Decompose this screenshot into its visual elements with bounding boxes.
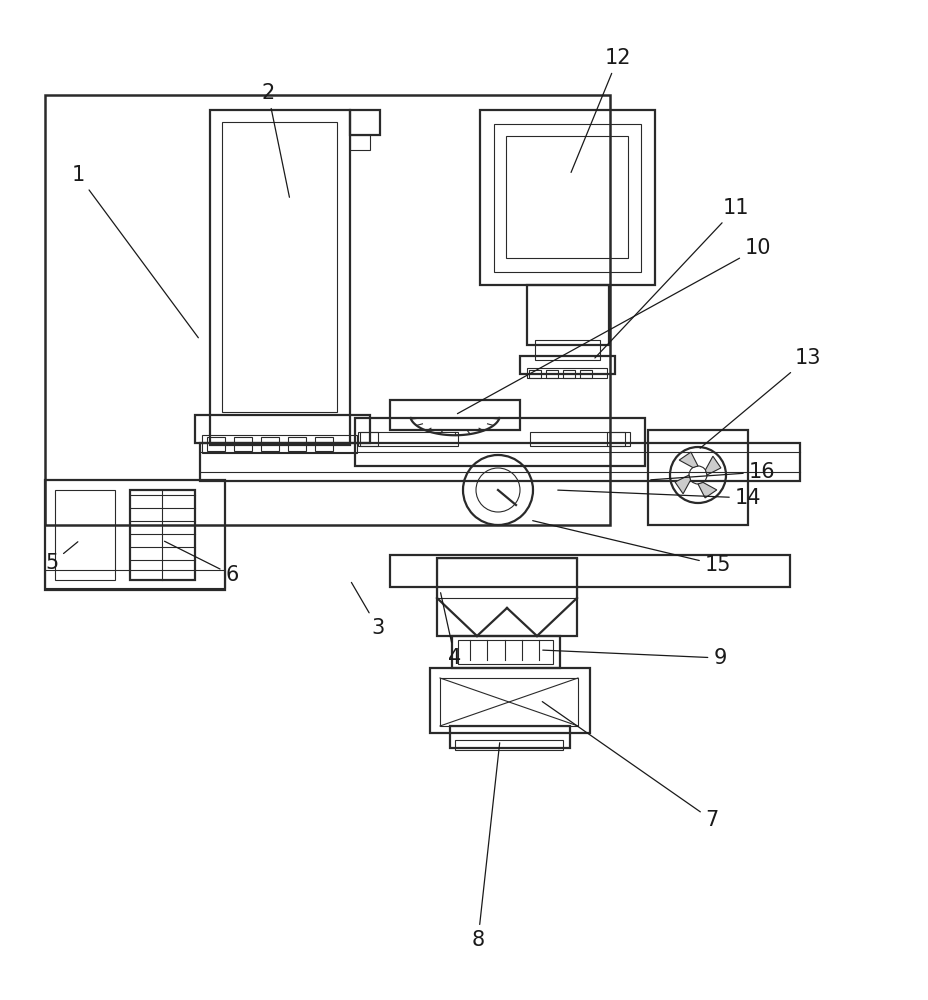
Bar xyxy=(535,340,599,360)
Bar xyxy=(455,740,562,750)
Bar xyxy=(357,432,458,446)
Bar xyxy=(130,490,195,580)
Text: 4: 4 xyxy=(440,593,461,668)
Bar xyxy=(315,437,332,451)
Bar xyxy=(207,437,225,451)
Bar xyxy=(354,418,644,466)
Text: 16: 16 xyxy=(651,462,775,482)
Bar xyxy=(436,558,576,598)
Bar xyxy=(55,490,115,580)
Bar xyxy=(390,555,789,587)
Bar xyxy=(234,437,251,451)
Text: 14: 14 xyxy=(557,488,760,508)
Polygon shape xyxy=(675,475,690,494)
Bar xyxy=(440,678,577,726)
Bar xyxy=(606,432,625,446)
Bar xyxy=(506,136,627,258)
Polygon shape xyxy=(697,482,716,498)
Bar xyxy=(520,356,614,374)
Bar xyxy=(526,368,606,378)
Bar xyxy=(480,110,654,285)
Text: 13: 13 xyxy=(700,348,820,448)
Text: 3: 3 xyxy=(351,582,384,638)
Text: 11: 11 xyxy=(594,198,749,358)
Text: 6: 6 xyxy=(164,541,238,585)
Text: 2: 2 xyxy=(261,83,290,197)
Bar xyxy=(579,370,591,378)
Text: 1: 1 xyxy=(71,165,199,338)
Bar xyxy=(350,110,380,135)
Bar xyxy=(45,480,225,590)
Text: 9: 9 xyxy=(542,648,726,668)
Bar xyxy=(390,400,520,430)
Bar xyxy=(546,370,558,378)
Bar xyxy=(436,558,576,636)
Polygon shape xyxy=(678,452,697,468)
Bar xyxy=(350,135,369,150)
Bar xyxy=(449,726,570,748)
Text: 7: 7 xyxy=(542,702,718,830)
Text: 10: 10 xyxy=(457,238,770,414)
Text: 5: 5 xyxy=(45,542,78,573)
Bar xyxy=(222,122,337,412)
Bar xyxy=(648,430,747,525)
Text: 15: 15 xyxy=(532,521,730,575)
Bar xyxy=(452,636,560,668)
Bar xyxy=(360,432,378,446)
Bar xyxy=(458,640,552,664)
Bar xyxy=(526,285,609,345)
Bar xyxy=(528,370,540,378)
Bar xyxy=(201,435,356,453)
Bar xyxy=(45,95,610,525)
Bar xyxy=(530,432,629,446)
Bar xyxy=(494,124,640,272)
Text: 12: 12 xyxy=(571,48,630,172)
Text: 8: 8 xyxy=(470,743,499,950)
Bar xyxy=(210,110,350,445)
Bar xyxy=(45,570,225,588)
Bar xyxy=(288,437,305,451)
Bar xyxy=(562,370,574,378)
Bar xyxy=(430,668,589,733)
Bar xyxy=(261,437,278,451)
Polygon shape xyxy=(704,456,720,475)
Bar xyxy=(200,443,799,481)
Bar xyxy=(195,415,369,443)
